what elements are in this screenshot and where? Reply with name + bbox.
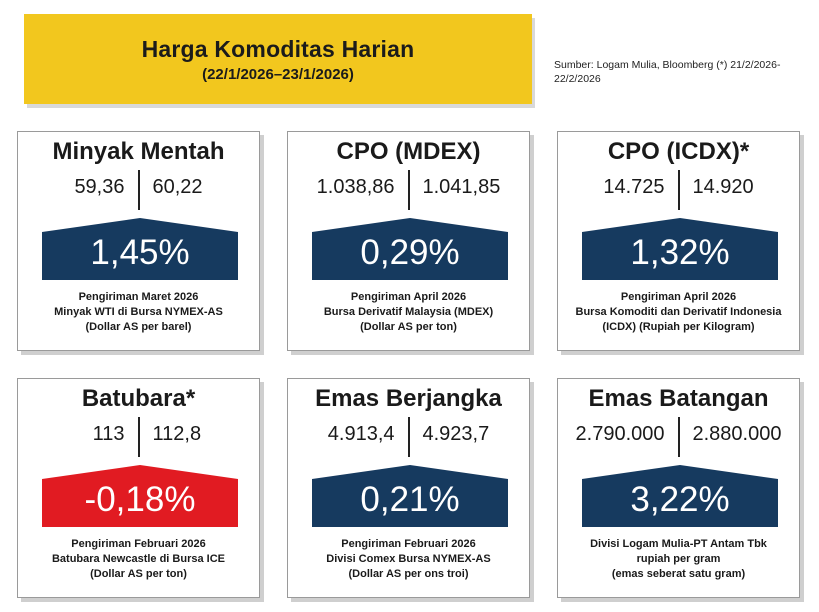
price-row: 2.790.000 2.880.000 [558, 417, 799, 457]
current-price: 2.880.000 [692, 423, 782, 445]
desc-line: Pengiriman April 2026 [350, 291, 467, 303]
source-note: Sumber: Logam Mulia, Bloomberg (*) 21/2/… [554, 59, 781, 85]
price-row: 4.913,4 4.923,7 [288, 417, 529, 457]
price-divider [677, 170, 680, 210]
card-description: Pengiriman Februari 2026 Divisi Comex Bu… [294, 537, 523, 582]
desc-line: (Dollar AS per ons troi) [348, 568, 469, 580]
previous-price: 1.038,86 [316, 176, 395, 198]
change-percent: 1,32% [582, 218, 778, 280]
previous-price: 59,36 [74, 176, 125, 198]
desc-line: Pengiriman Maret 2026 [78, 291, 199, 303]
card-batubara: Batubara* 113 112,8 -0,18% Pengiriman Fe… [17, 378, 260, 598]
card-cpo-mdex: CPO (MDEX) 1.038,86 1.041,85 0,29% Pengi… [287, 131, 530, 351]
desc-line: (emas seberat satu gram) [611, 568, 746, 580]
card-description: Divisi Logam Mulia-PT Antam Tbk rupiah p… [564, 537, 793, 582]
change-percent: -0,18% [42, 465, 238, 527]
desc-line: Pengiriman April 2026 [620, 291, 737, 303]
current-price: 60,22 [152, 176, 203, 198]
desc-line: Minyak WTI di Bursa NYMEX-AS [54, 306, 223, 318]
price-divider [677, 417, 680, 457]
price-divider [137, 417, 140, 457]
current-price: 112,8 [152, 423, 202, 445]
desc-line: Batubara Newcastle di Bursa ICE [51, 553, 225, 565]
price-divider [137, 170, 140, 210]
card-title: Emas Berjangka [315, 385, 502, 412]
change-percent: 3,22% [582, 465, 778, 527]
price-divider [407, 417, 410, 457]
desc-line: rupiah per gram [636, 553, 721, 565]
card-description: Pengiriman April 2026 Bursa Derivatif Ma… [294, 290, 523, 335]
card-title: Emas Batangan [588, 385, 769, 412]
desc-line: Bursa Komoditi dan Derivatif Indonesia [575, 306, 782, 318]
card-emas-berjangka: Emas Berjangka 4.913,4 4.923,7 0,21% Pen… [287, 378, 530, 598]
change-percent: 0,29% [312, 218, 508, 280]
current-price: 14.920 [692, 176, 754, 198]
card-title: Batubara* [81, 385, 196, 412]
card-description: Pengiriman Maret 2026 Minyak WTI di Burs… [24, 290, 253, 335]
previous-price: 113 [92, 423, 125, 445]
price-row: 59,36 60,22 [18, 170, 259, 210]
desc-line: Divisi Logam Mulia-PT Antam Tbk [590, 538, 767, 550]
card-title: CPO (MDEX) [336, 138, 481, 165]
card-cpo-icdx: CPO (ICDX)* 14.725 14.920 1,32% Pengirim… [557, 131, 800, 351]
current-price: 1.041,85 [422, 176, 501, 198]
desc-line: (ICDX) (Rupiah per Kilogram) [602, 321, 755, 333]
desc-line: Divisi Comex Bursa NYMEX-AS [326, 553, 491, 565]
date-range: (22/1/2026–23/1/2026) [202, 65, 354, 83]
price-row: 1.038,86 1.041,85 [288, 170, 529, 210]
desc-line: (Dollar AS per barel) [85, 321, 192, 333]
change-percent: 0,21% [312, 465, 508, 527]
desc-line: Pengiriman Februari 2026 [71, 538, 206, 550]
card-description: Pengiriman Februari 2026 Batubara Newcas… [24, 537, 253, 582]
card-minyak-mentah: Minyak Mentah 59,36 60,22 1,45% Pengirim… [17, 131, 260, 351]
price-row: 14.725 14.920 [558, 170, 799, 210]
current-price: 4.923,7 [422, 423, 490, 445]
price-divider [407, 170, 410, 210]
desc-line: Bursa Derivatif Malaysia (MDEX) [323, 306, 494, 318]
desc-line: (Dollar AS per ton) [90, 568, 187, 580]
card-title: CPO (ICDX)* [607, 138, 750, 165]
card-description: Pengiriman April 2026 Bursa Komoditi dan… [564, 290, 793, 335]
desc-line: Pengiriman Februari 2026 [341, 538, 476, 550]
card-title: Minyak Mentah [52, 138, 225, 165]
change-percent: 1,45% [42, 218, 238, 280]
desc-line: (Dollar AS per ton) [360, 321, 457, 333]
header-banner: Harga Komoditas Harian (22/1/2026–23/1/2… [24, 14, 532, 104]
previous-price: 14.725 [603, 176, 665, 198]
page-title: Harga Komoditas Harian [141, 35, 415, 62]
card-emas-batangan: Emas Batangan 2.790.000 2.880.000 3,22% … [557, 378, 800, 598]
previous-price: 4.913,4 [327, 423, 395, 445]
previous-price: 2.790.000 [575, 423, 665, 445]
price-row: 113 112,8 [18, 417, 259, 457]
